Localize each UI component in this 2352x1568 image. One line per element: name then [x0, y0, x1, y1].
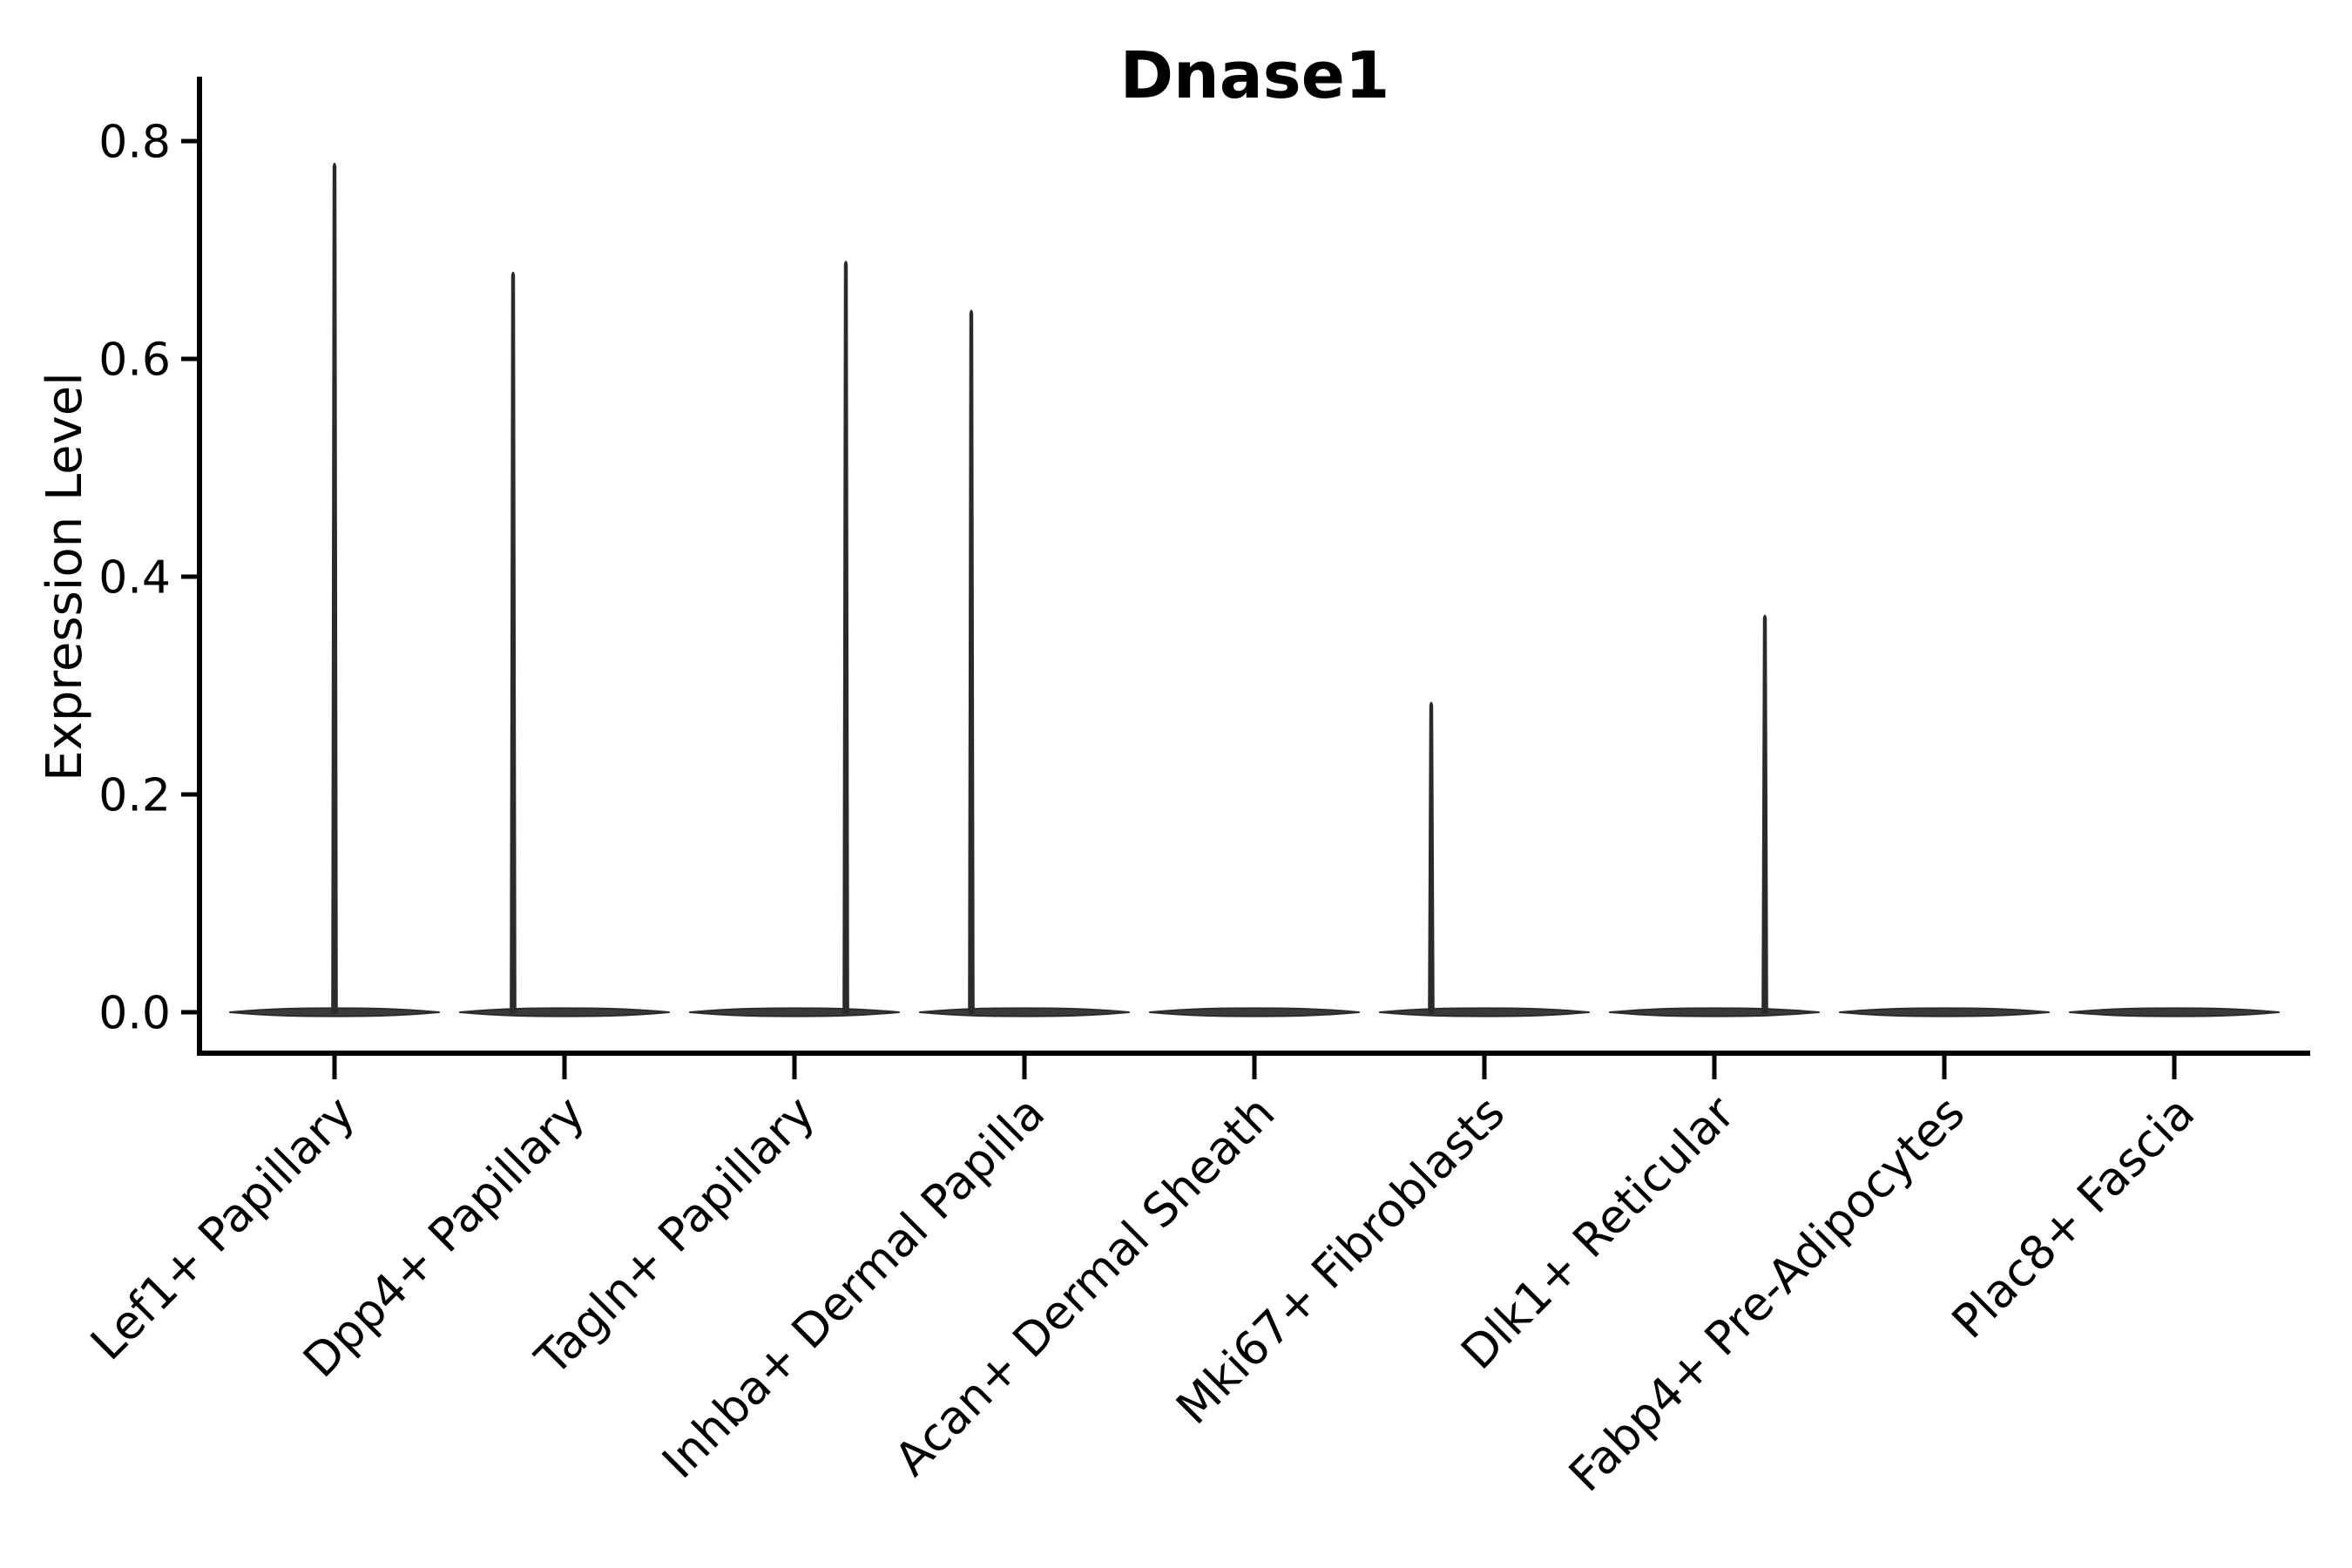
- violin-base: [2069, 1007, 2280, 1017]
- x-tick: [792, 1056, 797, 1079]
- violin-base: [1609, 1007, 1820, 1017]
- violin: [2069, 1007, 2280, 1017]
- violin-base: [1839, 1007, 2050, 1017]
- x-tick: [1482, 1056, 1487, 1079]
- y-axis-line: [197, 77, 202, 1056]
- y-tick: [181, 139, 197, 144]
- violin-spike: [510, 271, 517, 1014]
- violin: [1149, 1007, 1360, 1017]
- x-tick: [1022, 1056, 1027, 1079]
- x-tick-label: Acan+ Dermal Sheath: [885, 1086, 1285, 1486]
- x-tick-label: Inhba+ Dermal Papilla: [652, 1086, 1055, 1489]
- x-tick: [1942, 1056, 1947, 1079]
- y-tick-label: 0.2: [98, 769, 171, 821]
- violin-base: [1379, 1007, 1590, 1017]
- y-tick: [181, 574, 197, 579]
- violin: [229, 162, 440, 1017]
- x-tick: [1252, 1056, 1257, 1079]
- violin: [919, 309, 1130, 1017]
- y-tick-label: 0.0: [98, 987, 171, 1039]
- x-tick-label: Plac8+ Fascia: [1943, 1086, 2205, 1348]
- y-tick: [181, 356, 197, 362]
- x-tick: [2172, 1056, 2177, 1079]
- violin-base: [459, 1007, 670, 1017]
- violin: [1379, 701, 1590, 1017]
- x-axis-line: [197, 1051, 2310, 1056]
- y-tick: [181, 792, 197, 797]
- violin-spike: [968, 309, 975, 1014]
- y-tick-label: 0.4: [98, 551, 171, 604]
- violin: [1839, 1007, 2050, 1017]
- chart-title: Dnase1: [1119, 38, 1390, 113]
- violin: [1609, 614, 1820, 1017]
- y-tick-label: 0.8: [98, 116, 171, 168]
- y-tick: [181, 1010, 197, 1015]
- violin-base: [689, 1007, 900, 1017]
- violin-spike: [1428, 701, 1435, 1014]
- x-tick: [1712, 1056, 1717, 1079]
- violin-spike: [842, 260, 849, 1014]
- x-tick-label: Fabp4+ Pre-Adipocytes: [1559, 1086, 1975, 1502]
- x-tick: [332, 1056, 337, 1079]
- x-tick: [562, 1056, 567, 1079]
- violin-base: [919, 1007, 1130, 1017]
- violin: [459, 271, 670, 1017]
- violin-spike: [331, 162, 338, 1014]
- violin: [689, 260, 900, 1017]
- y-tick-label: 0.6: [98, 334, 171, 386]
- violin-base: [1149, 1007, 1360, 1017]
- violin-spike: [1761, 614, 1768, 1014]
